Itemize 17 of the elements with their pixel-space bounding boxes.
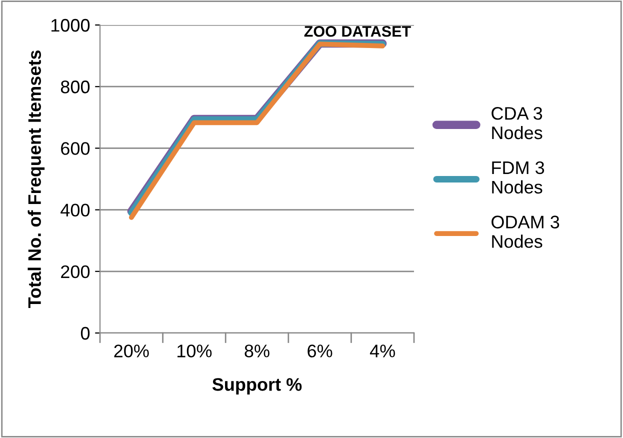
x-tick-label: 8% (244, 344, 270, 358)
legend-label: CDA 3 Nodes (492, 107, 542, 140)
y-tick-label: 600 (61, 142, 90, 155)
x-tick-label: 10% (178, 344, 212, 358)
legend-label: ODAM 3 Nodes (492, 216, 560, 248)
y-tick-label: 1000 (51, 18, 90, 32)
y-axis-title: Total No. of Frequent Itemsets (28, 50, 45, 308)
x-axis-title: Support % (212, 378, 302, 394)
x-tick-label: 6% (308, 344, 332, 358)
y-tick-label: 800 (60, 80, 90, 94)
chart-title: ZOO DATASET (304, 26, 411, 37)
y-tick-label: 200 (61, 265, 90, 278)
x-tick-label: 20% (114, 344, 149, 358)
legend-label: FDM 3 Nodes (492, 161, 544, 194)
y-tick-label: 400 (60, 204, 90, 217)
x-tick-label: 4% (370, 344, 396, 358)
y-tick-label: 0 (80, 326, 90, 340)
